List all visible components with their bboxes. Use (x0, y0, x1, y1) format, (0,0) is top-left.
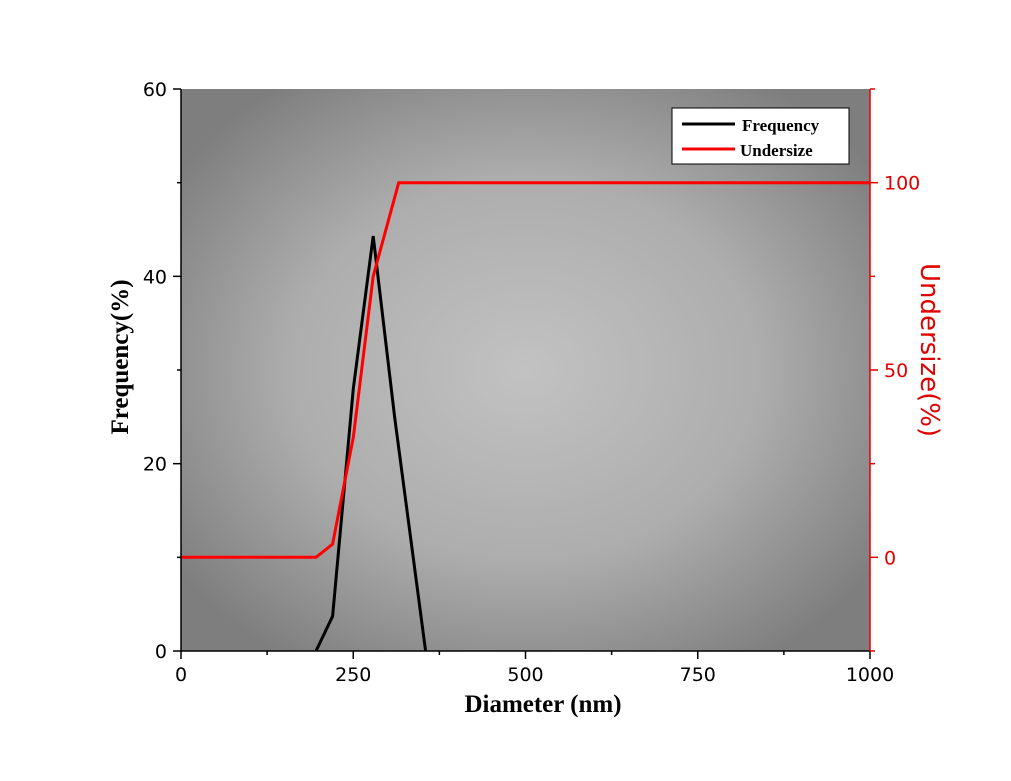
y-tick-label: 60 (143, 79, 167, 101)
plot-background (181, 89, 870, 651)
y2-tick-label: 0 (884, 547, 896, 569)
x-tick-label: 250 (335, 664, 371, 686)
y-axis-title: Frequency(%) (107, 279, 134, 434)
legend-label-frequency: Frequency (742, 116, 820, 135)
legend-label-undersize: Undersize (740, 141, 813, 160)
y2-tick-label: 100 (884, 173, 920, 195)
series-layer (181, 181, 870, 651)
legend: Frequency Undersize (671, 107, 850, 165)
y-tick-label: 40 (143, 266, 167, 288)
x-tick-label: 500 (507, 664, 543, 686)
x-tick-label: 1000 (846, 664, 894, 686)
x-tick-label: 750 (680, 664, 716, 686)
series-line-undersize (181, 181, 870, 559)
y2-tick-label: 50 (884, 360, 908, 382)
x-axis-title: Diameter (nm) (464, 691, 621, 718)
ticks-layer: 0 250 500 750 1000 0 20 40 60 0 50 100 (143, 79, 920, 686)
y-tick-label: 0 (155, 641, 167, 663)
y2-axis-title: Undersize(%) (914, 263, 944, 437)
y-tick-label: 20 (143, 454, 167, 476)
x-tick-label: 0 (175, 664, 187, 686)
series-line-frequency (314, 235, 428, 651)
legend-box (671, 107, 850, 165)
